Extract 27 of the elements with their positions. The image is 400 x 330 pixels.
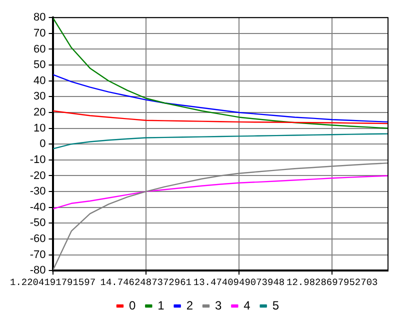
legend-label: 3 [215, 298, 222, 312]
legend-label: 0 [128, 298, 136, 312]
y-tick-label: 0 [40, 138, 46, 150]
x-tick-label: 12.9828697952703 [286, 276, 378, 288]
y-tick-label: -60 [30, 233, 46, 246]
y-tick-label: -10 [30, 154, 46, 166]
legend-label: 4 [244, 298, 251, 312]
x-tick-label: 1.2204191791597 [10, 276, 96, 288]
y-tick-label: 10 [34, 122, 46, 134]
y-tick-label: 40 [34, 74, 46, 87]
y-tick-label: -70 [30, 248, 46, 261]
legend-label: 5 [272, 298, 280, 312]
y-tick-label: 20 [34, 106, 46, 119]
y-tick-label: -40 [30, 201, 46, 214]
y-tick-label: -80 [30, 264, 46, 277]
y-tick-label: -50 [30, 217, 46, 230]
y-tick-label: -20 [30, 170, 46, 182]
x-tick-label: 13.4740949073948 [193, 276, 285, 288]
y-tick-label: -30 [30, 186, 46, 198]
y-tick-label: 50 [34, 59, 46, 72]
y-tick-label: 60 [34, 43, 46, 56]
y-tick-label: 80 [34, 12, 46, 24]
x-tick-label: 14.7462487372961 [100, 276, 192, 288]
y-tick-label: 70 [34, 27, 46, 40]
y-tick-label: 30 [34, 90, 46, 103]
legend-label: 2 [186, 298, 194, 312]
legend-label: 1 [158, 298, 165, 312]
